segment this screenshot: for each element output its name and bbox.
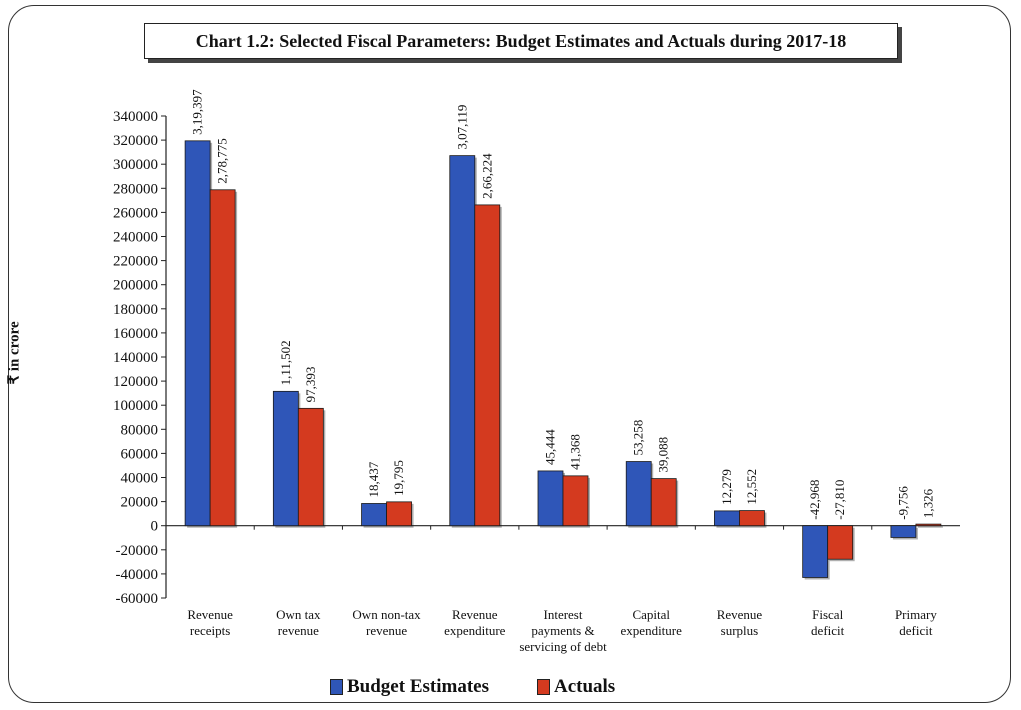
y-tick-label: 40000 bbox=[121, 471, 159, 487]
y-tick-label: 80000 bbox=[121, 422, 159, 438]
bar-shadow bbox=[917, 526, 943, 528]
bar-actuals bbox=[739, 510, 765, 527]
data-label: -27,810 bbox=[832, 480, 847, 520]
bar-actuals bbox=[915, 523, 942, 527]
legend-item-actuals: Actuals bbox=[536, 676, 616, 698]
data-label: -9,756 bbox=[895, 486, 910, 520]
data-label: 45,444 bbox=[543, 429, 558, 465]
y-tick-label: 320000 bbox=[113, 133, 158, 149]
y-tick-label: 280000 bbox=[113, 181, 158, 197]
bar-actuals bbox=[827, 525, 854, 560]
y-tick-label: 20000 bbox=[121, 495, 159, 511]
x-tick-label: receipts bbox=[190, 623, 230, 638]
x-tick-label: revenue bbox=[278, 623, 319, 638]
y-tick-label: 180000 bbox=[113, 302, 158, 318]
bar-budget-estimates bbox=[449, 155, 476, 527]
legend-label-budget: Budget Estimates bbox=[347, 676, 489, 697]
y-tick-label: 120000 bbox=[113, 374, 158, 390]
bar-budget-estimates bbox=[625, 461, 652, 527]
y-tick-label: 340000 bbox=[113, 109, 158, 125]
data-label: 2,66,224 bbox=[479, 153, 494, 199]
bar-actuals bbox=[209, 189, 236, 527]
y-tick-label: -60000 bbox=[116, 591, 159, 607]
x-tick-label: deficit bbox=[811, 623, 845, 638]
data-label: 12,279 bbox=[719, 469, 734, 505]
x-tick-label: Interest bbox=[544, 607, 583, 622]
legend-swatch-budget bbox=[330, 679, 343, 695]
y-tick-label: 0 bbox=[151, 519, 159, 535]
y-tick-label: -20000 bbox=[116, 543, 159, 559]
x-tick-label: Revenue bbox=[187, 607, 233, 622]
bar-actuals bbox=[297, 407, 324, 527]
x-tick-label: expenditure bbox=[621, 623, 683, 638]
y-tick-label: 100000 bbox=[113, 398, 158, 414]
y-tick-label: 240000 bbox=[113, 230, 158, 246]
bar-actuals bbox=[562, 475, 589, 527]
x-tick-label: Revenue bbox=[452, 607, 498, 622]
bar-budget-estimates bbox=[890, 525, 917, 538]
data-label: -42,968 bbox=[807, 480, 822, 520]
data-label: 1,326 bbox=[920, 488, 935, 518]
chart-frame bbox=[8, 5, 1011, 703]
x-tick-label: surplus bbox=[721, 623, 759, 638]
legend: Budget Estimates Actuals bbox=[330, 676, 615, 698]
x-tick-label: payments & bbox=[531, 623, 594, 638]
bar-budget-estimates bbox=[802, 525, 829, 578]
bar-actuals bbox=[386, 501, 412, 527]
data-label: 18,437 bbox=[366, 461, 381, 497]
legend-label-actuals: Actuals bbox=[553, 676, 616, 697]
legend-item-budget: Budget Estimates bbox=[330, 676, 489, 698]
data-label: 41,368 bbox=[568, 434, 583, 470]
y-tick-label: 300000 bbox=[113, 157, 158, 173]
data-label: 12,552 bbox=[744, 469, 759, 505]
bar-actuals bbox=[474, 204, 501, 527]
bar-budget-estimates bbox=[361, 503, 387, 527]
data-label: 39,088 bbox=[656, 437, 671, 473]
x-tick-label: Own non-tax bbox=[352, 607, 421, 622]
y-tick-label: 140000 bbox=[113, 350, 158, 366]
data-label: 53,258 bbox=[631, 420, 646, 456]
x-tick-label: deficit bbox=[899, 623, 933, 638]
bar-budget-estimates bbox=[537, 470, 564, 527]
data-label: 97,393 bbox=[303, 367, 318, 403]
x-tick-label: servicing of debt bbox=[519, 639, 607, 654]
chart-title: Chart 1.2: Selected Fiscal Parameters: B… bbox=[144, 23, 898, 59]
x-tick-label: Fiscal bbox=[812, 607, 843, 622]
x-tick-label: Capital bbox=[632, 607, 670, 622]
x-tick-label: Revenue bbox=[717, 607, 763, 622]
bar-actuals bbox=[650, 478, 677, 527]
x-tick-label: revenue bbox=[366, 623, 407, 638]
bar-budget-estimates bbox=[184, 140, 211, 527]
data-label: 3,19,397 bbox=[190, 89, 205, 135]
x-tick-label: expenditure bbox=[444, 623, 506, 638]
data-label: 3,07,119 bbox=[454, 105, 469, 150]
data-label: 1,11,502 bbox=[278, 340, 293, 385]
bar-budget-estimates bbox=[272, 390, 299, 527]
y-tick-label: 220000 bbox=[113, 254, 158, 270]
y-tick-label: 200000 bbox=[113, 278, 158, 294]
data-label: 2,78,775 bbox=[215, 138, 230, 184]
bar-budget-estimates bbox=[714, 510, 740, 527]
x-tick-label: Own tax bbox=[276, 607, 321, 622]
legend-swatch-actuals bbox=[536, 679, 550, 695]
y-tick-label: -40000 bbox=[116, 567, 159, 583]
y-tick-label: 60000 bbox=[121, 446, 159, 462]
data-label: 19,795 bbox=[391, 460, 406, 496]
y-tick-label: 160000 bbox=[113, 326, 158, 342]
y-tick-label: 260000 bbox=[113, 205, 158, 221]
x-tick-label: Primary bbox=[895, 607, 937, 622]
